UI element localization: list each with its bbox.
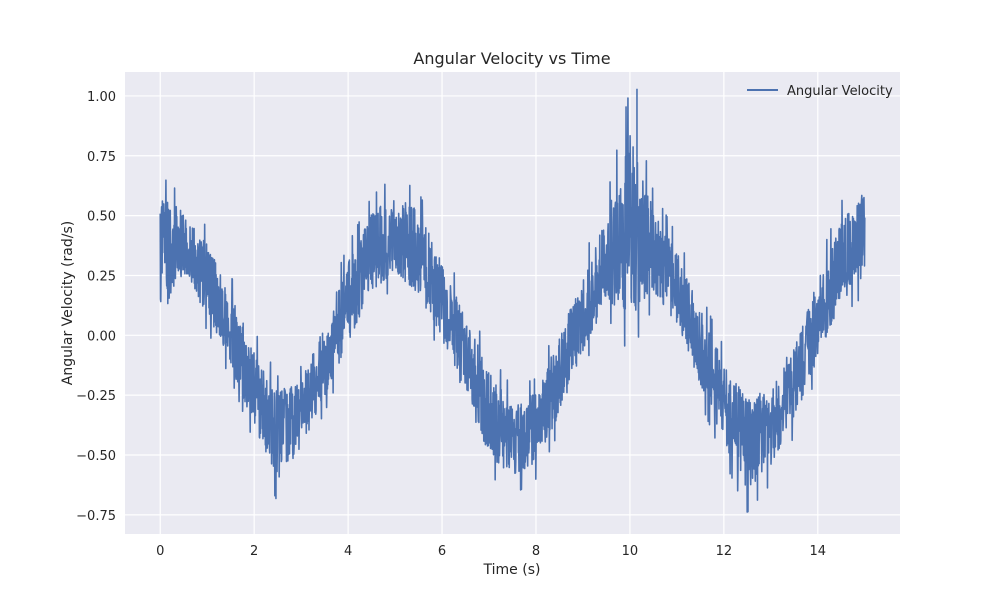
y-tick-label: 0.25 (87, 269, 116, 284)
series-layer (159, 88, 866, 513)
y-tick-label: 0.50 (87, 210, 116, 225)
x-tick-label: 0 (156, 544, 164, 559)
y-tick-label: 1.00 (87, 90, 116, 105)
x-tick-label: 4 (344, 544, 352, 559)
x-tick-label: 14 (810, 544, 827, 559)
legend: Angular Velocity (747, 84, 893, 99)
y-tick-label: −0.25 (76, 389, 116, 404)
legend-label: Angular Velocity (787, 84, 893, 99)
plot-background (125, 72, 900, 534)
x-tick-label: 8 (532, 544, 540, 559)
y-axis-ticks: −0.75 −0.50 −0.25 0.00 0.25 0.50 0.75 1.00 (76, 90, 116, 524)
y-tick-label: −0.50 (76, 449, 116, 464)
y-tick-label: 0.75 (87, 150, 116, 165)
x-tick-label: 2 (250, 544, 258, 559)
x-axis-label: Time (s) (483, 562, 541, 578)
chart-title: Angular Velocity vs Time (413, 49, 610, 68)
y-tick-label: −0.75 (76, 509, 116, 524)
x-tick-label: 6 (438, 544, 446, 559)
series-angular-velocity-line (159, 97, 866, 513)
y-tick-label: 0.00 (87, 329, 116, 344)
x-tick-label: 10 (622, 544, 639, 559)
x-axis-ticks: 0 2 4 6 8 10 12 14 (156, 544, 826, 559)
x-tick-label: 12 (716, 544, 733, 559)
y-axis-label: Angular Velocity (rad/s) (60, 221, 76, 385)
